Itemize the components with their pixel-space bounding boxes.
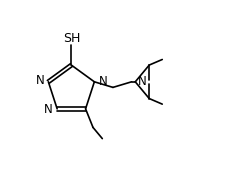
Text: SH: SH	[62, 32, 80, 45]
Text: N: N	[137, 75, 146, 88]
Text: N: N	[44, 103, 53, 116]
Text: N: N	[35, 74, 44, 87]
Text: N: N	[98, 75, 107, 88]
